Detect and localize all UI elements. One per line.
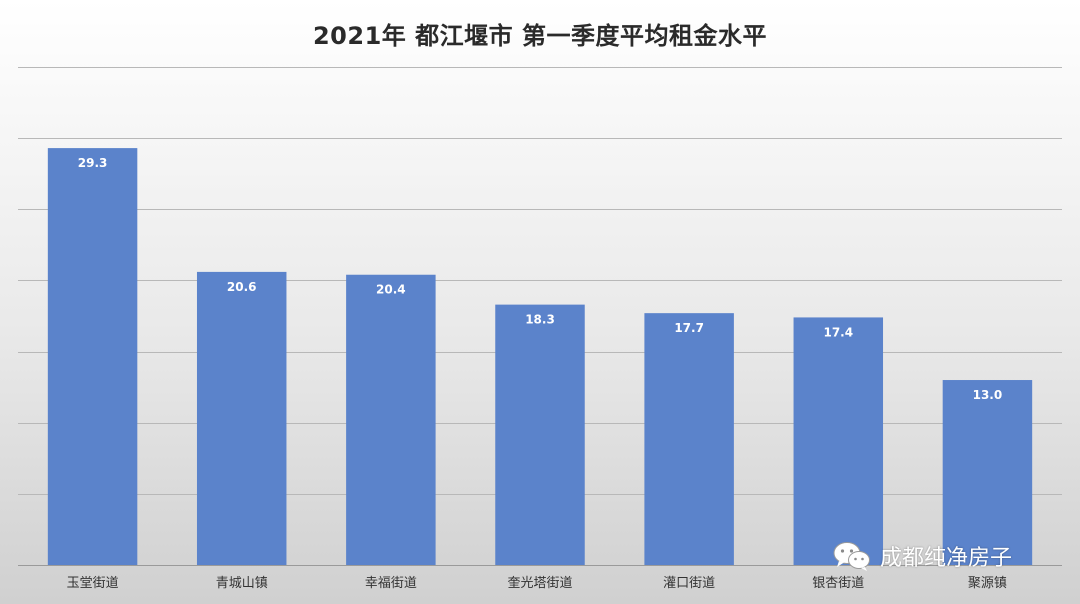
x-tick-label: 灌口街道: [663, 576, 715, 591]
x-tick-label: 奎光塔街道: [507, 576, 572, 591]
x-tick-label: 玉堂街道: [67, 576, 119, 591]
data-label: 20.6: [227, 280, 257, 294]
bar: [196, 271, 287, 565]
wechat-icon: [833, 542, 870, 571]
chart-title: 2021年 都江堰市 第一季度平均租金水平: [312, 22, 767, 50]
data-label: 29.3: [78, 156, 108, 170]
data-label: 13.0: [973, 388, 1003, 402]
bar: [495, 304, 585, 565]
x-tick-label: 聚源镇: [968, 576, 1007, 591]
bar: [47, 148, 138, 566]
x-tick-label: 银杏街道: [812, 576, 864, 591]
watermark: 成都纯净房子: [832, 536, 1012, 576]
watermark-text: 成都纯净房子: [880, 546, 1013, 571]
bar: [942, 380, 1033, 565]
bar: [644, 313, 734, 565]
data-label: 18.3: [525, 313, 555, 327]
x-tick-label: 青城山镇: [216, 576, 268, 591]
data-label: 17.7: [674, 321, 704, 335]
bar: [346, 274, 436, 565]
data-label: 20.4: [376, 283, 406, 297]
x-tick-label: 幸福街道: [365, 576, 417, 591]
bar: [793, 317, 884, 565]
data-label: 17.4: [823, 325, 853, 339]
